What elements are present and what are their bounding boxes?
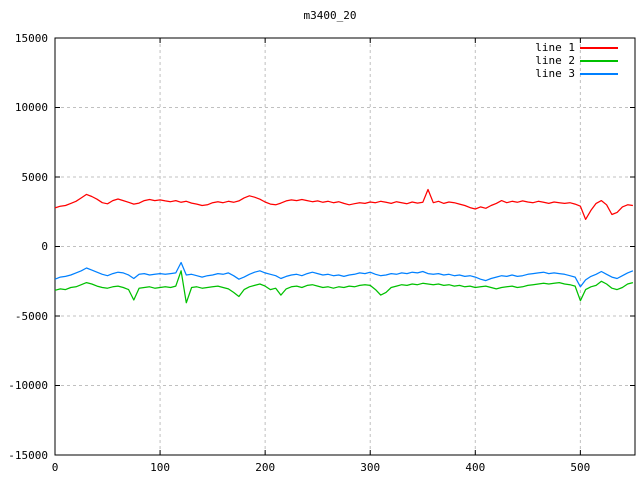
x-tick-label: 400 [465, 461, 486, 474]
legend-label: line 1 [535, 41, 575, 54]
y-tick-label: 5000 [21, 170, 49, 184]
legend-line-sample [580, 46, 618, 49]
y-tick-label: -15000 [8, 448, 48, 462]
legend-entry: line 3 [535, 67, 618, 80]
x-tick-label: 500 [570, 461, 591, 474]
legend-entry: line 2 [535, 54, 618, 67]
x-tick-label: 100 [150, 461, 170, 474]
x-tick-label: 0 [51, 461, 59, 474]
chart-title: m3400_20 [303, 9, 357, 22]
y-tick-label: 10000 [14, 101, 48, 114]
legend-label: line 2 [535, 54, 575, 67]
legend-line-sample [580, 72, 618, 75]
legend-label: line 3 [535, 67, 575, 80]
y-tick-label: -5000 [14, 309, 48, 323]
y-tick-label: -10000 [8, 379, 48, 392]
legend-entry: line 1 [535, 41, 618, 54]
x-tick-label: 300 [360, 461, 381, 474]
series-line-1 [54, 188, 633, 221]
series-line-3 [54, 261, 634, 288]
legend-line-sample [580, 59, 618, 62]
y-tick-label: 15000 [14, 31, 48, 45]
y-tick-label: 0 [41, 240, 48, 253]
series-line-2 [54, 270, 634, 304]
x-tick-label: 200 [255, 461, 276, 474]
legend: line 1 line 2 line 3 [535, 41, 618, 80]
